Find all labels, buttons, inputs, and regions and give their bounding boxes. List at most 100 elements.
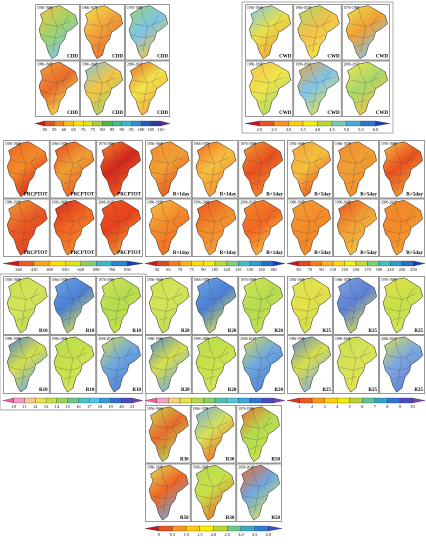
region-map bbox=[195, 336, 237, 393]
county-boundary bbox=[158, 445, 168, 450]
colorbar-segment bbox=[111, 120, 122, 127]
index-label: PRCPTOT bbox=[24, 251, 48, 256]
colorbar-tick-label: 19 bbox=[108, 404, 113, 409]
colorbar-segment bbox=[158, 525, 173, 532]
county-boundary bbox=[314, 151, 322, 170]
county-boundary bbox=[140, 7, 148, 27]
county-boundary bbox=[348, 279, 357, 300]
county-boundary bbox=[48, 43, 58, 47]
county-boundary bbox=[124, 210, 132, 228]
index-label: CWD bbox=[279, 111, 292, 116]
colorbar-segment bbox=[2, 397, 14, 404]
period-label: 1966-1975 bbox=[82, 6, 98, 10]
index-label: PRCPTOT bbox=[71, 251, 95, 256]
period-label: 2006-2017 bbox=[381, 201, 397, 205]
colorbar-tick-label: 230 bbox=[399, 267, 406, 272]
county-boundary bbox=[252, 466, 260, 487]
county-boundary bbox=[305, 221, 311, 249]
colorbar-segment bbox=[355, 260, 368, 267]
county-boundary bbox=[77, 346, 85, 365]
colorbar-segment bbox=[110, 397, 122, 404]
period-label: 2006-2017 bbox=[127, 63, 143, 67]
map-panel: 1986-1995 CWD bbox=[245, 60, 294, 117]
county-boundary bbox=[302, 201, 311, 222]
county-boundary bbox=[205, 239, 216, 243]
colorbar-tick-label: 12 bbox=[33, 404, 37, 409]
region-map bbox=[100, 200, 141, 256]
region-map bbox=[100, 277, 141, 334]
region-map bbox=[148, 277, 190, 334]
colorbar-segment bbox=[13, 397, 25, 404]
map-panel: 1976-1985 R10 bbox=[96, 276, 143, 335]
colorbar-tick-label: 70 bbox=[81, 127, 86, 132]
period-label: 1996-2005 bbox=[194, 201, 210, 205]
region-map bbox=[6, 141, 48, 198]
region-map bbox=[194, 406, 235, 463]
county-boundary bbox=[68, 299, 74, 327]
county-boundary bbox=[142, 83, 148, 109]
county-boundary bbox=[207, 338, 216, 359]
region-map bbox=[100, 141, 141, 198]
index-label: R10 bbox=[86, 329, 95, 334]
county-boundary bbox=[252, 180, 262, 185]
colorbar-tick-label: 70 bbox=[308, 267, 313, 272]
period-label: 1956-1965 bbox=[147, 278, 163, 282]
colorbar-tick-label: 4 bbox=[336, 404, 339, 409]
county-boundary bbox=[124, 346, 132, 365]
county-boundary bbox=[161, 338, 169, 359]
county-boundary bbox=[406, 346, 414, 365]
county-boundary bbox=[112, 201, 120, 222]
county-boundary bbox=[163, 221, 169, 249]
colorbar-segment bbox=[273, 120, 289, 127]
colorbar-segment bbox=[179, 397, 192, 404]
county-boundary bbox=[65, 143, 74, 164]
county-boundary bbox=[219, 346, 227, 365]
colorbar-segment bbox=[191, 397, 204, 404]
county-boundary bbox=[249, 445, 260, 450]
county-boundary bbox=[256, 358, 262, 386]
colorbar-segment bbox=[299, 397, 313, 404]
region-map bbox=[242, 200, 283, 256]
colorbar-segment bbox=[317, 120, 333, 127]
index-label: R50 bbox=[180, 516, 189, 521]
colorbar-segment bbox=[413, 260, 426, 267]
colorbar-segment bbox=[286, 260, 299, 267]
county-boundary bbox=[360, 210, 368, 228]
county-boundary bbox=[351, 358, 357, 386]
map-panel: 1956-1965 PRCPTOT bbox=[3, 140, 50, 199]
index-label: R10 bbox=[132, 329, 141, 334]
colorbar-tick-label: 2 bbox=[311, 404, 313, 409]
map-panel: 1956-1965 R25 bbox=[287, 276, 333, 335]
county-boundary bbox=[300, 239, 311, 243]
region-map bbox=[242, 277, 283, 334]
period-label: 1956-1965 bbox=[37, 6, 53, 10]
county-boundary bbox=[356, 43, 366, 47]
period-label: 1996-2005 bbox=[193, 466, 209, 470]
period-label: 1996-2005 bbox=[335, 337, 351, 341]
county-boundary bbox=[63, 239, 74, 243]
colorbar-segment bbox=[54, 120, 65, 127]
county-boundary bbox=[110, 180, 120, 185]
colorbar-tick-label: 170 bbox=[364, 267, 371, 272]
colorbar-tick-label: 7 bbox=[374, 404, 377, 409]
colorbar-tick-label: 3.5 bbox=[252, 532, 258, 537]
county-boundary bbox=[142, 26, 148, 53]
region-map bbox=[100, 336, 141, 393]
colorbar-segment bbox=[83, 120, 94, 127]
period-label: 1956-1965 bbox=[147, 407, 163, 411]
period-label: 1966-1975 bbox=[194, 278, 210, 282]
colorbar-segment bbox=[191, 260, 204, 267]
colorbar-tick-label: 830 bbox=[124, 267, 131, 272]
region-map bbox=[83, 61, 124, 116]
colorbar-segment bbox=[65, 260, 81, 267]
colorbar-tick-label: 85 bbox=[110, 127, 115, 132]
county-boundary bbox=[219, 287, 227, 306]
colorbar-tick-label: 150 bbox=[247, 267, 254, 272]
county-boundary bbox=[346, 376, 357, 380]
colorbar-tick-label: 3 bbox=[324, 404, 327, 409]
county-boundary bbox=[360, 83, 366, 109]
county-boundary bbox=[394, 279, 403, 300]
index-label: R50 bbox=[271, 516, 280, 521]
region-map bbox=[148, 336, 190, 393]
colorbar-segment bbox=[249, 260, 262, 267]
